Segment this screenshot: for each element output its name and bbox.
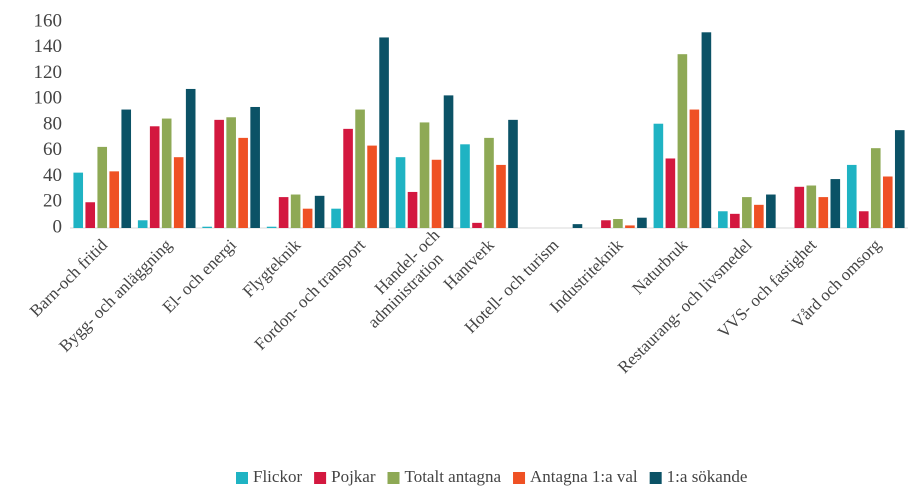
bar [85, 202, 96, 228]
bar [818, 197, 829, 228]
bar [431, 159, 442, 228]
y-tick-label: 60 [43, 139, 62, 160]
bar [689, 109, 700, 228]
bar [266, 226, 277, 228]
legend-swatch [314, 472, 327, 484]
legend-swatch [236, 472, 248, 484]
bar [331, 208, 341, 228]
bar [625, 225, 635, 228]
y-tick-label: 160 [34, 10, 63, 31]
bar [407, 191, 418, 228]
bar [882, 176, 893, 228]
bar [343, 128, 353, 228]
bar [508, 119, 518, 228]
bar [766, 194, 776, 228]
bar [484, 137, 494, 228]
bar [290, 194, 301, 228]
bar [613, 218, 623, 228]
legend-swatch [387, 472, 400, 484]
bar [185, 88, 196, 228]
y-tick-label: 120 [34, 62, 63, 83]
bar [379, 37, 389, 229]
y-tick-label: 80 [43, 113, 62, 134]
bar [846, 164, 857, 228]
bar [806, 185, 817, 228]
y-tick-label: 40 [43, 165, 62, 186]
bar [718, 211, 728, 228]
legend-label: Pojkar [331, 467, 376, 486]
bar [121, 109, 132, 228]
bar [742, 197, 752, 228]
bar [754, 204, 764, 228]
bar [395, 157, 406, 228]
bar [472, 222, 482, 228]
legend-label: Totalt antagna [405, 467, 502, 486]
bar [653, 123, 664, 228]
y-tick-label: 20 [43, 191, 62, 212]
bar [443, 95, 454, 228]
bar [109, 171, 120, 228]
bar [314, 195, 325, 228]
bar [637, 217, 647, 228]
y-tick-label: 100 [34, 88, 63, 109]
bar [250, 106, 260, 228]
x-tick-label: Flygteknik [239, 235, 305, 301]
bar [894, 130, 905, 228]
bar [858, 211, 869, 228]
bar [73, 172, 84, 228]
bar [665, 158, 676, 228]
bar [870, 148, 881, 228]
legend-label: 1:a sökande [667, 467, 748, 486]
bar [278, 197, 289, 228]
bar [496, 164, 506, 228]
bar [302, 208, 313, 228]
legend-label: Flickor [253, 467, 302, 486]
bar [701, 32, 712, 228]
bar [419, 122, 430, 228]
bar [355, 109, 365, 228]
bar [214, 119, 224, 228]
bar [149, 126, 160, 228]
y-tick-label: 140 [34, 36, 63, 57]
bar [572, 224, 583, 228]
bar [97, 146, 108, 228]
bar [794, 186, 805, 228]
x-tick-label: Fordon- och transport [251, 235, 369, 353]
bar [238, 137, 248, 228]
bar [161, 118, 172, 228]
x-tick-label: Bygg- och anläggning [55, 235, 176, 356]
bar [730, 213, 740, 228]
bar [173, 157, 184, 228]
x-tick-label: Naturbruk [628, 235, 691, 298]
bar [677, 54, 688, 228]
bar [460, 144, 470, 228]
bar [226, 117, 236, 228]
y-tick-label: 0 [53, 216, 63, 237]
bar [830, 179, 841, 228]
legend-swatch [649, 472, 662, 484]
x-tick-label: Hantverk [440, 235, 499, 294]
legend-swatch [513, 472, 526, 484]
bar [601, 220, 611, 228]
bar [367, 145, 377, 228]
legend-label: Antagna 1:a val [530, 467, 638, 486]
bar [202, 226, 212, 228]
bar [137, 220, 148, 228]
